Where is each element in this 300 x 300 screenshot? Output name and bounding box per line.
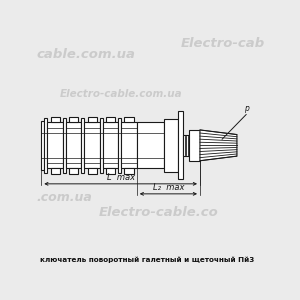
Bar [88, 168, 97, 174]
Bar [137, 122, 164, 168]
Bar [41, 121, 44, 170]
Bar [44, 118, 47, 173]
Bar [122, 122, 137, 168]
Bar [189, 130, 200, 161]
Text: p: p [244, 104, 249, 113]
Text: .com.ua: .com.ua [37, 191, 92, 204]
Bar [66, 122, 81, 168]
Bar [69, 117, 78, 122]
Text: Electro-cable.com.ua: Electro-cable.com.ua [60, 89, 182, 99]
Bar [178, 112, 183, 179]
Bar [100, 118, 103, 173]
Bar [103, 122, 118, 168]
Bar [81, 118, 85, 173]
Bar [124, 168, 134, 174]
Bar [51, 117, 60, 122]
Bar [124, 117, 134, 122]
Text: Electro-cab: Electro-cab [181, 37, 265, 50]
Text: cable.com.ua: cable.com.ua [37, 48, 136, 62]
Bar [106, 168, 115, 174]
Polygon shape [200, 130, 237, 161]
Text: ключатель поворотный галетный и щеточный Пй3: ключатель поворотный галетный и щеточный… [40, 257, 254, 263]
Text: L  max: L max [106, 173, 135, 182]
Bar [85, 122, 100, 168]
Bar [164, 119, 178, 172]
Text: L₂  max: L₂ max [153, 183, 184, 192]
Bar [63, 118, 66, 173]
Bar [106, 117, 115, 122]
Bar [69, 168, 78, 174]
Bar [88, 117, 97, 122]
Bar [183, 135, 189, 156]
Bar [118, 118, 122, 173]
Text: Electro-cable.co: Electro-cable.co [98, 206, 218, 219]
Bar [51, 168, 60, 174]
Bar [47, 122, 63, 168]
